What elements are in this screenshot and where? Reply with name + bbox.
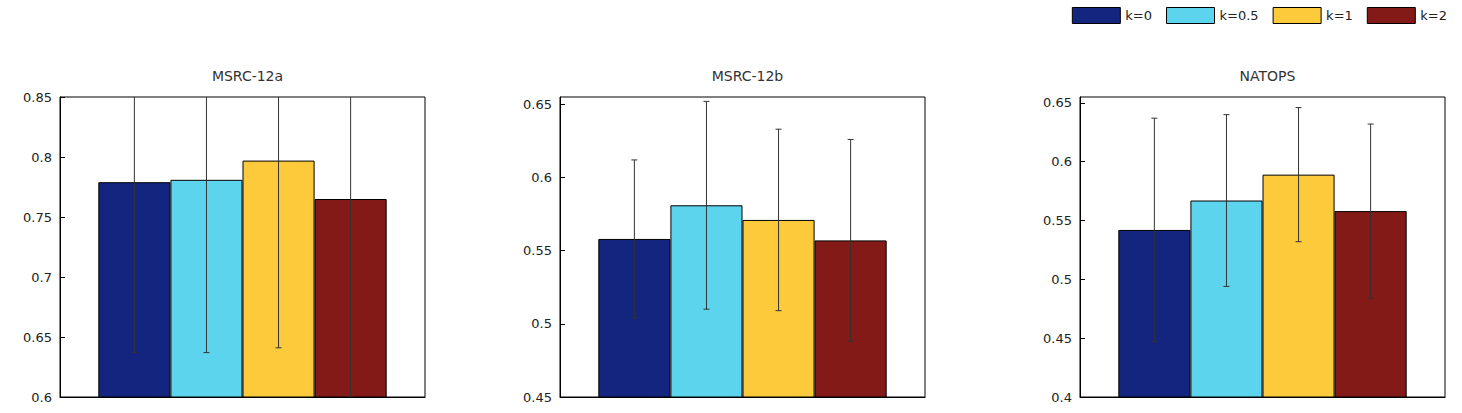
svg-text:NATOPS: NATOPS (1240, 68, 1296, 84)
svg-text:0.8: 0.8 (31, 150, 52, 165)
svg-text:k=1: k=1 (1326, 8, 1353, 23)
svg-text:0.65: 0.65 (1043, 95, 1072, 110)
svg-text:0.6: 0.6 (531, 170, 552, 185)
svg-text:k=0.5: k=0.5 (1220, 8, 1259, 23)
svg-text:0.6: 0.6 (31, 390, 52, 405)
svg-text:0.5: 0.5 (1051, 272, 1072, 287)
svg-text:0.4: 0.4 (1051, 390, 1072, 405)
svg-text:MSRC-12b: MSRC-12b (712, 68, 784, 84)
svg-text:0.45: 0.45 (1043, 331, 1072, 346)
svg-text:0.45: 0.45 (523, 390, 552, 405)
svg-text:k=2: k=2 (1420, 8, 1447, 23)
svg-text:0.7: 0.7 (31, 270, 52, 285)
svg-text:0.55: 0.55 (1043, 213, 1072, 228)
svg-text:0.65: 0.65 (23, 330, 52, 345)
svg-text:0.85: 0.85 (23, 90, 52, 105)
svg-text:0.6: 0.6 (1051, 154, 1072, 169)
svg-text:k=0: k=0 (1125, 8, 1152, 23)
svg-text:MSRC-12a: MSRC-12a (212, 68, 283, 84)
svg-text:0.65: 0.65 (523, 97, 552, 112)
svg-text:0.55: 0.55 (523, 243, 552, 258)
svg-text:0.5: 0.5 (531, 316, 552, 331)
svg-text:0.75: 0.75 (23, 210, 52, 225)
